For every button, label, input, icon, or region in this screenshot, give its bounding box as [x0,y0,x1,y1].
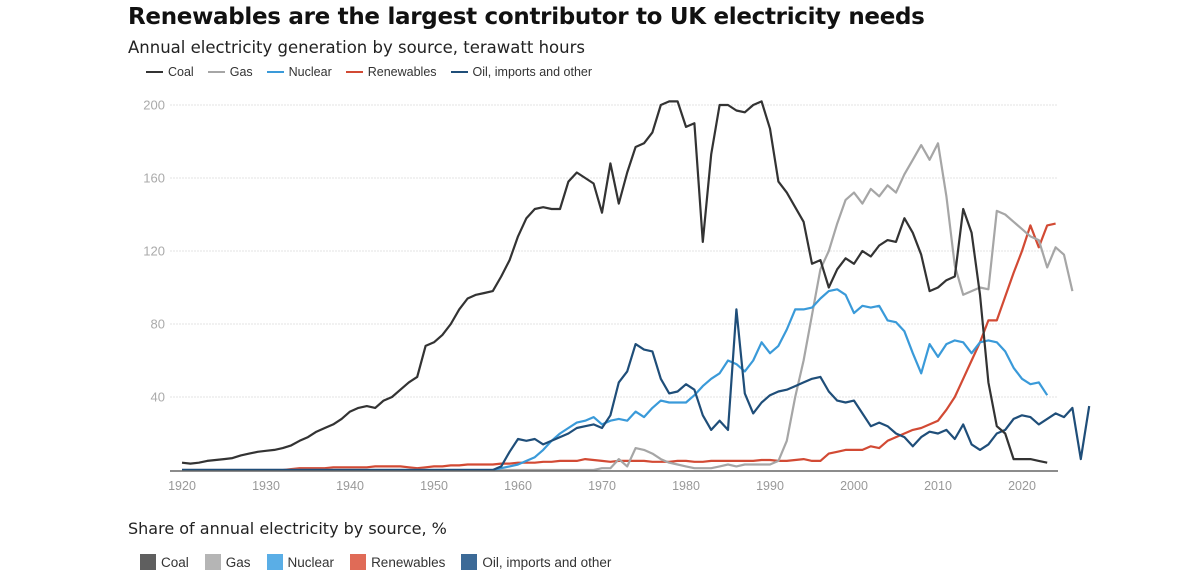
legend-swatch-oil [450,71,468,73]
legend-label: Oil, imports and other [482,554,612,570]
share-legend: Coal Gas Nuclear Renewables Oil, imports… [140,554,617,570]
share-section-title: Share of annual electricity by source, % [128,519,447,538]
x-tick-label: 1950 [420,479,448,493]
share-legend-oil-imports-other[interactable]: Oil, imports and other [461,554,611,570]
series-line-coal[interactable] [181,100,1048,465]
share-legend-gas[interactable]: Gas [204,554,251,570]
share-swatch-nuclear [266,554,283,570]
x-tick-label: 1930 [252,479,280,493]
legend-label: Nuclear [288,65,332,79]
legend-swatch-nuclear [266,71,284,73]
y-axis-ticks: 40 80 120 160 200 [143,98,165,405]
legend-swatch-gas [207,71,225,73]
line-legend: Coal Gas Nuclear Renewables Oil, imports… [146,65,592,79]
legend-item-nuclear[interactable]: Nuclear [266,65,332,79]
x-tick-label: 1990 [756,479,784,493]
legend-item-oil-imports-other[interactable]: Oil, imports and other [450,65,593,79]
y-tick-label: 200 [143,98,165,113]
legend-item-coal[interactable]: Coal [146,65,194,79]
legend-label: Nuclear [287,554,335,570]
legend-swatch-renewables [345,71,363,73]
x-tick-label: 2000 [840,479,868,493]
share-legend-nuclear[interactable]: Nuclear [266,554,335,570]
share-legend-renewables[interactable]: Renewables [350,554,445,570]
legend-label: Renewables [371,554,446,570]
series-line-renewables[interactable] [182,222,1056,472]
legend-item-gas[interactable]: Gas [207,65,253,79]
y-tick-label: 40 [151,390,165,405]
legend-label: Coal [168,65,194,79]
y-tick-label: 80 [151,317,165,332]
x-tick-label: 2020 [1008,479,1036,493]
share-swatch-gas [204,554,221,570]
x-tick-label: 1970 [588,479,616,493]
legend-item-renewables[interactable]: Renewables [345,65,437,79]
gridlines [170,104,1058,398]
chart-subtitle: Annual electricity generation by source,… [128,38,585,57]
y-tick-label: 160 [143,171,165,186]
share-swatch-oil [461,554,478,570]
legend-label: Renewables [367,65,437,79]
share-swatch-coal [140,554,156,570]
legend-label: Gas [229,65,253,79]
series-line-nuclear[interactable] [182,288,1049,472]
share-swatch-renewables [350,554,367,570]
x-tick-label: 1940 [336,479,364,493]
legend-label: Oil, imports and other [472,65,593,79]
x-tick-label: 2010 [924,479,952,493]
legend-label: Gas [225,554,251,570]
x-tick-label: 1960 [504,479,532,493]
legend-label: Coal [161,554,189,570]
x-axis-ticks: 1920 1930 1940 1950 1960 1970 1980 1990 2000 2010… [168,479,1036,493]
series-lines [181,100,1091,472]
x-tick-label: 1920 [168,479,196,493]
x-tick-label: 1980 [672,479,700,493]
chart-title: Renewables are the largest contributor t… [128,4,925,30]
share-legend-coal[interactable]: Coal [140,554,189,570]
series-line-oil-imports-and-other[interactable] [182,308,1091,472]
legend-swatch-coal [146,71,163,73]
y-tick-label: 120 [143,244,165,259]
